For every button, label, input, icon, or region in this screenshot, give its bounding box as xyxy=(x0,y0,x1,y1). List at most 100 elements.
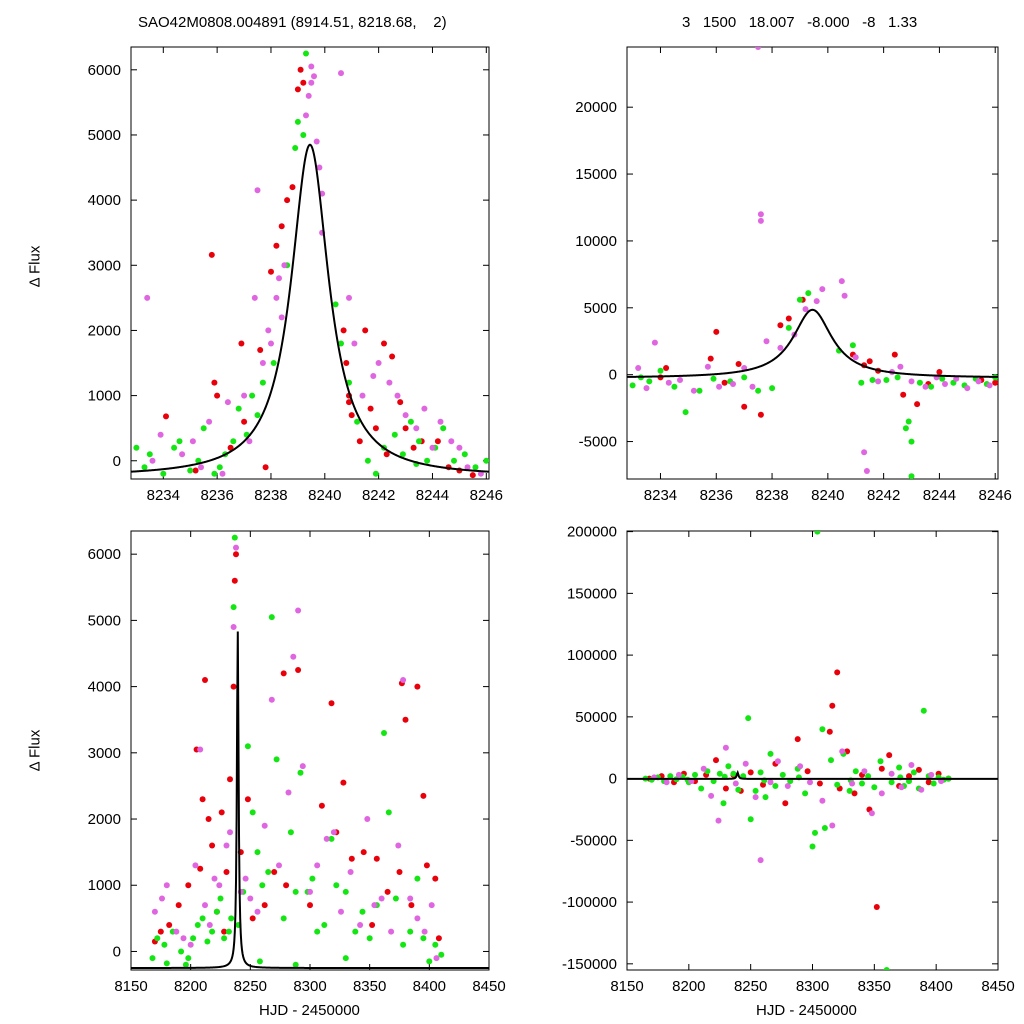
data-point-violet xyxy=(216,882,223,889)
figure-title-left: SAO42M0808.004891 (8914.51, 8218.68, 2) xyxy=(138,14,447,31)
y-tick-label: 1000 xyxy=(88,388,121,405)
data-point-red xyxy=(362,327,369,334)
data-point-red xyxy=(372,425,379,432)
data-point-green xyxy=(249,809,256,816)
data-point-red xyxy=(420,792,427,799)
data-point-green xyxy=(391,431,398,438)
data-point-violet xyxy=(323,835,330,842)
y-tick-label: 6000 xyxy=(88,546,121,563)
y-tick-label: 150000 xyxy=(567,585,617,602)
data-point-red xyxy=(936,369,943,375)
data-point-green xyxy=(939,375,946,382)
data-point-green xyxy=(171,444,178,451)
data-point-violet xyxy=(757,211,764,218)
panel-bottom-right: 8150 8200 8250 8300 8350 8400 8450 -150000 -1000… xyxy=(562,524,1015,995)
data-point-violet xyxy=(849,780,856,787)
data-point-violet xyxy=(975,378,982,385)
data-point-green xyxy=(930,780,937,787)
data-point-green xyxy=(399,451,406,458)
data-point-green xyxy=(814,531,821,535)
data-point-green xyxy=(426,958,433,965)
data-point-red xyxy=(289,184,296,191)
data-point-red xyxy=(369,922,376,928)
x-tick-label: 8238 xyxy=(254,487,287,504)
y-tick-label: -5000 xyxy=(579,434,617,451)
data-point-green xyxy=(772,783,779,789)
data-point-red xyxy=(208,251,215,258)
data-point-red xyxy=(227,776,233,783)
points xyxy=(642,531,952,970)
data-point-red xyxy=(777,322,784,329)
data-point-violet xyxy=(305,92,312,99)
data-point-violet xyxy=(861,768,868,775)
data-point-violet xyxy=(755,47,762,50)
data-point-violet xyxy=(179,451,186,458)
data-point-violet xyxy=(700,765,707,772)
data-point-red xyxy=(794,736,801,743)
data-point-red xyxy=(878,765,885,772)
data-point-violet xyxy=(757,217,764,224)
data-point-green xyxy=(352,928,359,935)
data-point-green xyxy=(292,888,299,895)
x-tick-label: 8150 xyxy=(114,978,147,995)
data-point-red xyxy=(249,915,256,922)
data-point-green xyxy=(858,379,865,386)
data-point-violet xyxy=(192,862,199,869)
data-point-violet xyxy=(413,425,420,432)
data-point-violet xyxy=(251,294,258,301)
data-point-red xyxy=(261,902,268,909)
data-point-green xyxy=(209,928,216,935)
data-point-red xyxy=(402,425,409,432)
data-point-violet xyxy=(149,457,156,464)
data-point-red xyxy=(414,683,421,690)
data-point-green xyxy=(217,895,224,902)
data-point-violet xyxy=(242,875,249,882)
data-point-violet xyxy=(307,888,313,895)
data-point-violet xyxy=(763,338,770,345)
x-tick-label: 8400 xyxy=(919,978,952,995)
data-point-violet xyxy=(875,378,882,385)
data-point-green xyxy=(149,955,156,962)
data-point-violet xyxy=(394,392,401,399)
data-point-red xyxy=(241,418,248,425)
data-point-green xyxy=(785,324,792,331)
data-point-red xyxy=(238,340,245,347)
data-point-green xyxy=(916,379,923,386)
data-point-red xyxy=(318,802,325,809)
data-point-red xyxy=(227,444,234,451)
data-point-violet xyxy=(429,444,436,451)
data-point-green xyxy=(432,941,439,948)
data-point-red xyxy=(346,399,352,406)
data-point-green xyxy=(259,882,266,889)
data-point-green xyxy=(292,961,299,968)
data-point-violet xyxy=(797,763,804,770)
x-tick-label: 8450 xyxy=(472,978,505,995)
data-point-violet xyxy=(908,378,915,385)
data-point-red xyxy=(408,902,415,909)
data-point-green xyxy=(328,835,335,842)
data-point-red xyxy=(211,379,218,386)
data-point-green xyxy=(407,928,414,935)
data-point-green xyxy=(451,457,457,464)
data-point-green xyxy=(828,757,834,764)
data-point-violet xyxy=(477,470,484,477)
data-point-green xyxy=(730,770,737,777)
data-point-violet xyxy=(878,790,885,797)
data-point-red xyxy=(396,869,403,875)
data-point-green xyxy=(176,438,183,445)
data-point-green xyxy=(182,961,189,968)
data-point-green xyxy=(849,342,856,349)
plot-frame xyxy=(626,530,999,971)
data-point-violet xyxy=(233,544,239,551)
data-point-red xyxy=(343,360,350,366)
data-point-green xyxy=(883,377,890,383)
data-point-violet xyxy=(268,340,274,347)
data-point-green xyxy=(834,781,841,788)
data-point-green xyxy=(692,771,698,778)
data-point-green xyxy=(213,908,220,915)
data-point-red xyxy=(435,935,442,942)
data-point-violet xyxy=(219,470,226,477)
data-point-violet xyxy=(715,817,722,824)
data-point-red xyxy=(410,444,417,451)
y-tick-label: 2000 xyxy=(88,811,121,828)
